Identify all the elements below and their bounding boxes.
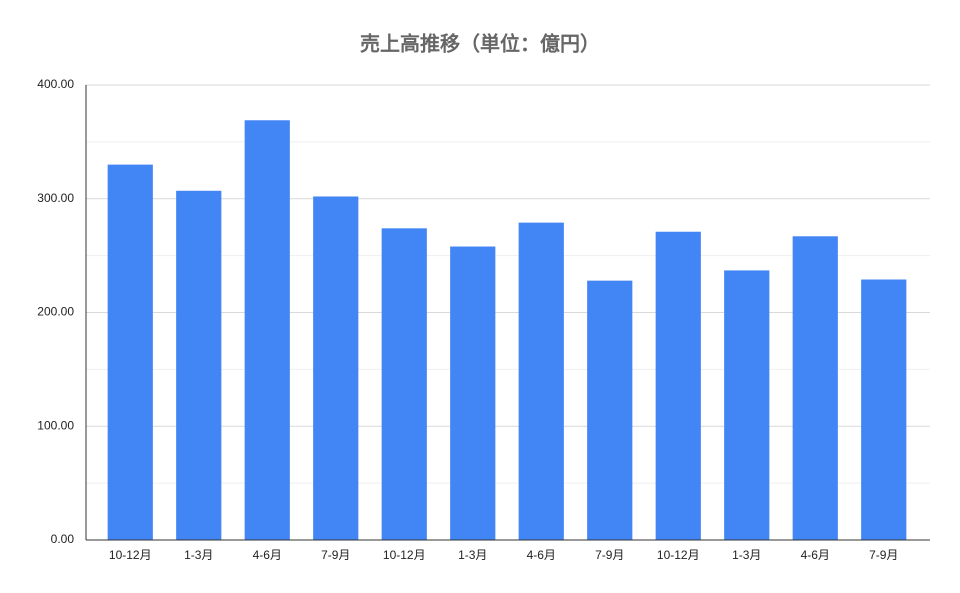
x-tick-label: 4-6月 [801, 548, 830, 562]
x-tick-label: 4-6月 [253, 548, 282, 562]
x-tick-label: 7-9月 [595, 548, 624, 562]
x-tick-label: 1-3月 [732, 548, 761, 562]
bar [724, 270, 770, 540]
bar [587, 280, 633, 540]
bar [107, 164, 153, 540]
bar [655, 231, 701, 541]
y-tick-label: 400.00 [37, 77, 74, 91]
chart-title: 売上高推移（単位：億円） [360, 31, 600, 55]
bar [381, 228, 427, 540]
bar [450, 246, 496, 540]
y-tick-label: 200.00 [37, 305, 74, 319]
x-tick-label: 1-3月 [184, 548, 213, 562]
x-tick-label: 7-9月 [321, 548, 350, 562]
x-tick-label: 7-9月 [869, 548, 898, 562]
y-tick-label: 100.00 [37, 418, 74, 432]
x-tick-label: 10-12月 [383, 548, 426, 562]
x-tick-label: 1-3月 [458, 548, 487, 562]
bar [518, 222, 564, 540]
bar [176, 190, 222, 540]
bar [792, 236, 838, 540]
y-tick-label: 300.00 [37, 191, 74, 205]
bar [313, 196, 359, 540]
bar [244, 120, 290, 540]
x-tick-label: 4-6月 [527, 548, 556, 562]
bar [861, 279, 907, 540]
x-tick-label: 10-12月 [109, 548, 152, 562]
x-tick-label: 10-12月 [657, 548, 700, 562]
y-tick-label: 0.00 [51, 532, 75, 546]
